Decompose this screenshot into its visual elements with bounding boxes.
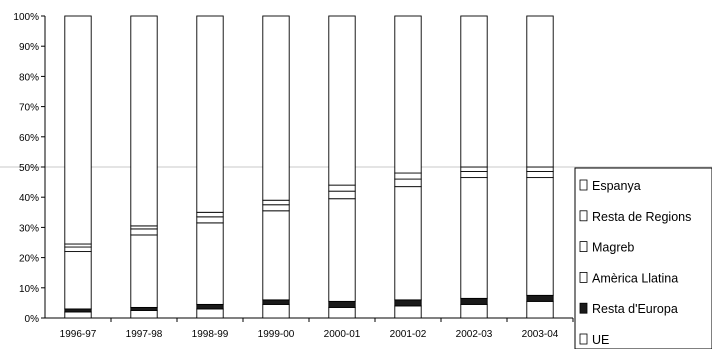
bar-segment xyxy=(196,222,224,305)
bar-segment xyxy=(130,228,158,236)
bar-segment xyxy=(526,294,554,302)
bar-segment xyxy=(394,178,422,188)
y-tick-label: 40% xyxy=(19,193,39,204)
legend-marker xyxy=(579,210,588,222)
bar-segment xyxy=(460,177,488,299)
legend-marker xyxy=(579,179,588,191)
bar-segment xyxy=(460,303,488,319)
legend-label: Magreb xyxy=(592,241,634,255)
legend-label: Espanya xyxy=(592,179,641,193)
bar-segment xyxy=(394,305,422,319)
x-tick-label: 1999-00 xyxy=(258,329,295,340)
y-tick-label: 50% xyxy=(19,163,39,174)
x-tick-label: 1996-97 xyxy=(60,329,97,340)
bar-segment xyxy=(262,15,290,201)
bar-segment xyxy=(64,243,92,248)
bar-segment xyxy=(394,186,422,301)
y-tick-label: 100% xyxy=(13,12,39,23)
y-tick-label: 90% xyxy=(19,42,39,53)
x-tick-label: 1997-98 xyxy=(126,329,163,340)
bar-segment xyxy=(130,310,158,319)
bar-segment xyxy=(460,166,488,172)
axes xyxy=(41,15,574,322)
bar-segment xyxy=(196,211,224,218)
bar-segment xyxy=(262,299,290,305)
y-tick-label: 80% xyxy=(19,72,39,83)
legend-marker xyxy=(579,302,588,314)
bar-segment xyxy=(328,190,356,200)
bar-segment xyxy=(526,300,554,319)
bar-segment xyxy=(328,15,356,186)
bar-segment xyxy=(196,15,224,213)
legend-label: UE xyxy=(592,333,609,347)
y-tick-label: 20% xyxy=(19,254,39,265)
legend-marker xyxy=(579,241,588,253)
x-tick-label: 2002-03 xyxy=(456,329,493,340)
bar-segment xyxy=(262,199,290,206)
bar-segment xyxy=(196,303,224,310)
legend-box xyxy=(574,167,712,349)
bar-segment xyxy=(394,299,422,307)
bar-segment xyxy=(394,15,422,174)
bar-segment xyxy=(328,300,356,308)
bar-segment xyxy=(262,210,290,301)
bar-segment xyxy=(394,172,422,180)
y-tick-label: 70% xyxy=(19,103,39,114)
legend-marker xyxy=(579,271,588,283)
bar-segment xyxy=(526,177,554,296)
x-tick-label: 2000-01 xyxy=(324,329,361,340)
bar-segment xyxy=(196,216,224,224)
legend-marker xyxy=(579,333,588,345)
bar-segment xyxy=(262,204,290,212)
bar-segment xyxy=(130,15,158,227)
bar-segment xyxy=(328,184,356,192)
y-tick-label: 0% xyxy=(25,314,40,325)
bar-segment xyxy=(460,15,488,168)
bar-segment xyxy=(64,308,92,313)
bar-segment xyxy=(64,246,92,253)
x-tick-label: 1998-99 xyxy=(192,329,229,340)
y-tick-label: 30% xyxy=(19,223,39,234)
legend: Espanya Resta de Regions Magreb Amèrica Lla… xyxy=(574,167,712,349)
bars xyxy=(64,15,554,319)
x-tick-label: 2001-02 xyxy=(390,329,427,340)
bar-segment xyxy=(328,198,356,302)
y-tick-label: 10% xyxy=(19,284,39,295)
bar-segment xyxy=(64,311,92,319)
bar-segment xyxy=(262,303,290,319)
bar-segment xyxy=(526,166,554,172)
y-tick-label: 60% xyxy=(19,133,39,144)
bar-segment xyxy=(130,306,158,311)
bar-segment xyxy=(460,171,488,179)
bar-segment xyxy=(328,306,356,319)
legend-label: Amèrica Llatina xyxy=(592,271,678,285)
bar-segment xyxy=(526,15,554,168)
bar-segment xyxy=(64,251,92,310)
legend-label: Resta d'Europa xyxy=(592,302,678,316)
x-tick-label: 2003-04 xyxy=(522,329,559,340)
tick-labels: 0% 10% 20% 30% 40% 50% 60% 70% 80% 90% 100% 1996-97… xyxy=(13,12,558,340)
legend-label: Resta de Regions xyxy=(592,210,691,224)
bar-segment xyxy=(460,297,488,305)
bar-segment xyxy=(130,234,158,308)
bar-segment xyxy=(64,15,92,245)
bar-segment xyxy=(526,171,554,179)
bar-segment xyxy=(196,308,224,319)
bar-segment xyxy=(130,225,158,230)
